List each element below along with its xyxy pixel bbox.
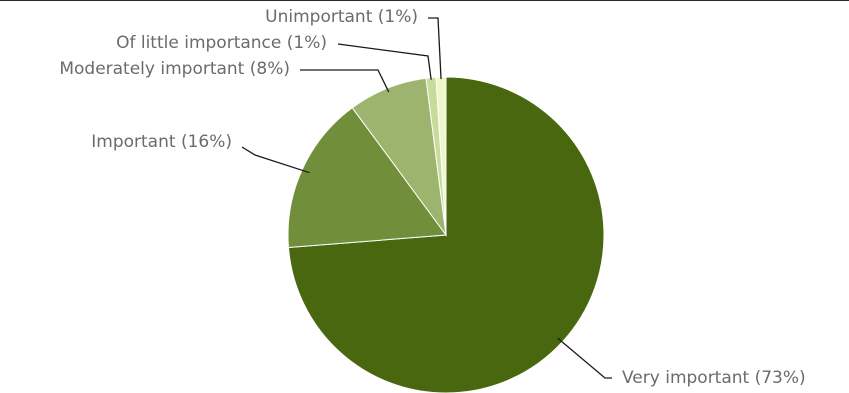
leader-line-1	[241, 146, 310, 174]
leader-lines	[241, 17, 612, 379]
slice-label-0: Very important (73%)	[622, 368, 806, 388]
slice-label-2: Moderately important (8%)	[59, 59, 290, 79]
pie-slices	[287, 76, 605, 393]
leader-line-4	[428, 17, 442, 80]
pie-slice-1	[287, 107, 447, 249]
slice-label-1: Important (16%)	[91, 132, 232, 152]
leader-line-3	[337, 43, 432, 80]
slice-label-3: Of little importance (1%)	[116, 33, 327, 53]
leader-line-0	[557, 337, 612, 379]
leader-line-2	[300, 69, 390, 93]
slice-labels: Very important (73%) Important (16%) Moder…	[59, 7, 805, 388]
slice-label-4: Unimportant (1%)	[265, 7, 418, 27]
